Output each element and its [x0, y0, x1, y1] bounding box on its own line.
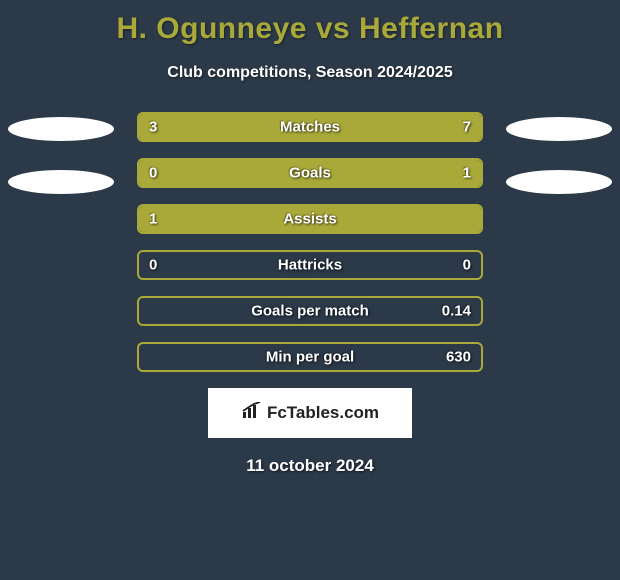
stat-row: Min per goal 630 — [137, 342, 483, 372]
avatar-left — [8, 117, 114, 141]
value-left: 3 — [149, 119, 157, 136]
page-subtitle: Club competitions, Season 2024/2025 — [0, 64, 620, 82]
value-right: 0 — [463, 257, 471, 274]
value-right: 630 — [446, 349, 471, 366]
date-label: 11 october 2024 — [0, 456, 620, 476]
logo-box: FcTables.com — [208, 388, 412, 438]
stat-label: Matches — [280, 119, 340, 136]
page-title: H. Ogunneye vs Heffernan — [0, 0, 620, 46]
stat-label: Min per goal — [266, 349, 354, 366]
stat-label: Goals per match — [251, 303, 369, 320]
stat-label: Hattricks — [278, 257, 342, 274]
stat-row: 0 Goals 1 — [137, 158, 483, 188]
value-right: 0.14 — [442, 303, 471, 320]
avatar-right — [506, 117, 612, 141]
fill-right — [242, 114, 481, 140]
stat-label: Goals — [289, 165, 331, 182]
logo-text: FcTables.com — [267, 403, 379, 423]
stat-label: Assists — [283, 211, 336, 228]
value-left: 1 — [149, 211, 157, 228]
value-right: 1 — [463, 165, 471, 182]
logo: FcTables.com — [241, 402, 379, 425]
avatar-left — [8, 170, 114, 194]
stat-row: Goals per match 0.14 — [137, 296, 483, 326]
value-left: 0 — [149, 257, 157, 274]
stat-rows: 3 Matches 7 0 Goals 1 1 Assists 0 Hattricks 0 Goals… — [137, 112, 483, 372]
value-left: 0 — [149, 165, 157, 182]
stat-row: 1 Assists — [137, 204, 483, 234]
value-right: 7 — [463, 119, 471, 136]
avatar-right — [506, 170, 612, 194]
stat-row: 3 Matches 7 — [137, 112, 483, 142]
chart-icon — [241, 402, 263, 425]
stat-row: 0 Hattricks 0 — [137, 250, 483, 280]
comparison-chart: 3 Matches 7 0 Goals 1 1 Assists 0 Hattricks 0 Goals… — [0, 112, 620, 372]
